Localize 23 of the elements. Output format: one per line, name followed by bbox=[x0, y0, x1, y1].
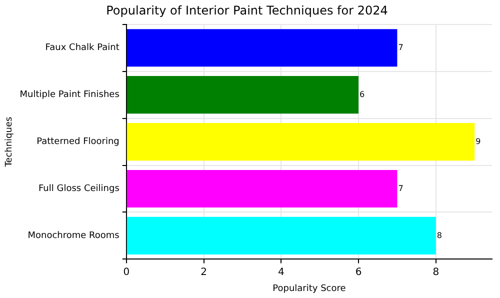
bar bbox=[126, 29, 398, 67]
bar bbox=[126, 76, 359, 114]
x-tick-label: 0 bbox=[123, 266, 130, 278]
y-tick-label: Full Gloss Ceilings bbox=[38, 184, 120, 194]
y-axis-title: Techniques bbox=[4, 116, 15, 168]
y-tick-label: Monochrome Rooms bbox=[28, 231, 120, 242]
bar bbox=[126, 216, 436, 255]
x-tick-label: 2 bbox=[200, 266, 207, 278]
x-axis-title: Popularity Score bbox=[272, 284, 346, 294]
data-label: 7 bbox=[398, 42, 404, 52]
x-tick-label: 8 bbox=[432, 266, 440, 278]
y-tick-label: Patterned Flooring bbox=[36, 137, 120, 148]
data-label: 7 bbox=[398, 184, 404, 193]
chart-title: Popularity of Interior Paint Techniques for 2024 bbox=[106, 3, 388, 18]
data-label: 9 bbox=[476, 136, 481, 146]
y-tick-label: Faux Chalk Paint bbox=[45, 43, 120, 54]
data-label: 8 bbox=[436, 230, 442, 240]
data-label: 6 bbox=[360, 90, 365, 99]
bar bbox=[126, 170, 398, 208]
y-tick-label: Multiple Paint Finishes bbox=[20, 90, 120, 100]
x-tick-label: 6 bbox=[355, 266, 362, 278]
x-tick-label: 4 bbox=[278, 266, 284, 278]
bar bbox=[126, 123, 475, 161]
